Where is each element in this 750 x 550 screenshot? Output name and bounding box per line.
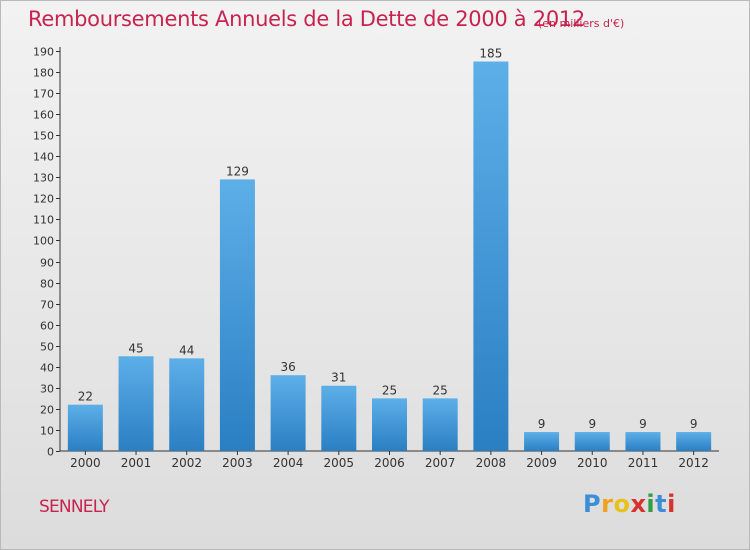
x-tick-label: 2008 (476, 456, 507, 470)
bar-data-label: 36 (280, 360, 295, 374)
bar (169, 358, 205, 451)
x-tick-label: 2002 (171, 456, 202, 470)
bar (625, 432, 661, 451)
chart-title: Remboursements Annuels de la Dette de 20… (28, 7, 585, 31)
bar-data-label: 25 (382, 383, 397, 397)
y-tick-label: 120 (33, 193, 54, 206)
logo-letter: x (630, 490, 647, 518)
y-tick-label: 10 (40, 425, 54, 438)
bar-data-label: 9 (639, 417, 647, 431)
x-tick-label: 2003 (222, 456, 253, 470)
bar (219, 179, 255, 451)
logo-letter: o (613, 490, 631, 518)
y-tick-label: 170 (33, 88, 54, 101)
chart-unit-note: (en milliers d'€) (538, 17, 625, 30)
y-tick-label: 100 (33, 235, 54, 248)
bar-data-label: 9 (690, 417, 698, 431)
x-tick-label: 2000 (70, 456, 101, 470)
y-tick-label: 160 (33, 109, 54, 122)
x-tick-label: 2010 (577, 456, 608, 470)
proxiti-logo[interactable]: Proxiti (583, 490, 693, 524)
y-tick-label: 60 (40, 320, 54, 333)
bar-data-label: 185 (479, 47, 502, 61)
y-tick-label: 180 (33, 67, 54, 80)
bar (676, 432, 712, 451)
y-tick-label: 130 (33, 172, 54, 185)
x-tick-label: 2004 (273, 456, 304, 470)
y-tick-label: 20 (40, 404, 54, 417)
bar (524, 432, 560, 451)
x-tick-label: 2009 (526, 456, 557, 470)
bar-data-label: 22 (78, 390, 93, 404)
bar (270, 375, 306, 451)
bar (118, 356, 154, 451)
bar (372, 398, 407, 451)
x-tick-label: 2011 (628, 456, 659, 470)
bar (67, 404, 103, 451)
bar (422, 398, 458, 451)
chart-data-labels: 22 45 44 129 36 31 25 25 185 9 9 9 9 (78, 47, 698, 432)
y-tick-label: 40 (40, 362, 54, 375)
logo-letter: i (646, 490, 656, 518)
y-tick-label: 50 (40, 341, 54, 354)
y-tick-label: 30 (40, 383, 54, 396)
bar-data-label: 25 (433, 383, 448, 397)
bar (574, 432, 610, 451)
x-tick-label: 2005 (324, 456, 355, 470)
logo-letter: P (583, 490, 602, 518)
chart-bars (67, 61, 712, 452)
bar-data-label: 44 (179, 343, 194, 357)
y-tick-label: 110 (33, 214, 54, 227)
commune-name: SENNELY (39, 497, 110, 517)
logo-letter: t (655, 490, 668, 518)
y-tick-label: 80 (40, 278, 54, 291)
y-tick-label: 140 (33, 151, 54, 164)
x-tick-label: 2007 (425, 456, 456, 470)
y-tick-label: 0 (47, 446, 54, 459)
y-tick-label: 190 (33, 46, 54, 59)
bar-data-label: 9 (538, 417, 546, 431)
bar-data-label: 9 (588, 417, 596, 431)
bar (321, 385, 357, 451)
bar-data-label: 45 (128, 341, 143, 355)
y-tick-label: 150 (33, 130, 54, 143)
bar (473, 61, 509, 452)
chart-axes: 0 10 20 30 40 50 60 70 80 90 100 110 120 130 140 150 160… (33, 46, 719, 470)
bar-data-label: 129 (226, 164, 249, 178)
logo-letter: i (667, 490, 676, 518)
y-tick-label: 90 (40, 257, 54, 270)
x-tick-label: 2001 (121, 456, 152, 470)
y-tick-label: 70 (40, 299, 54, 312)
bar-data-label: 31 (331, 371, 346, 385)
x-tick-label: 2006 (374, 456, 405, 470)
logo-letter: r (601, 490, 614, 518)
x-tick-label: 2012 (678, 456, 709, 470)
